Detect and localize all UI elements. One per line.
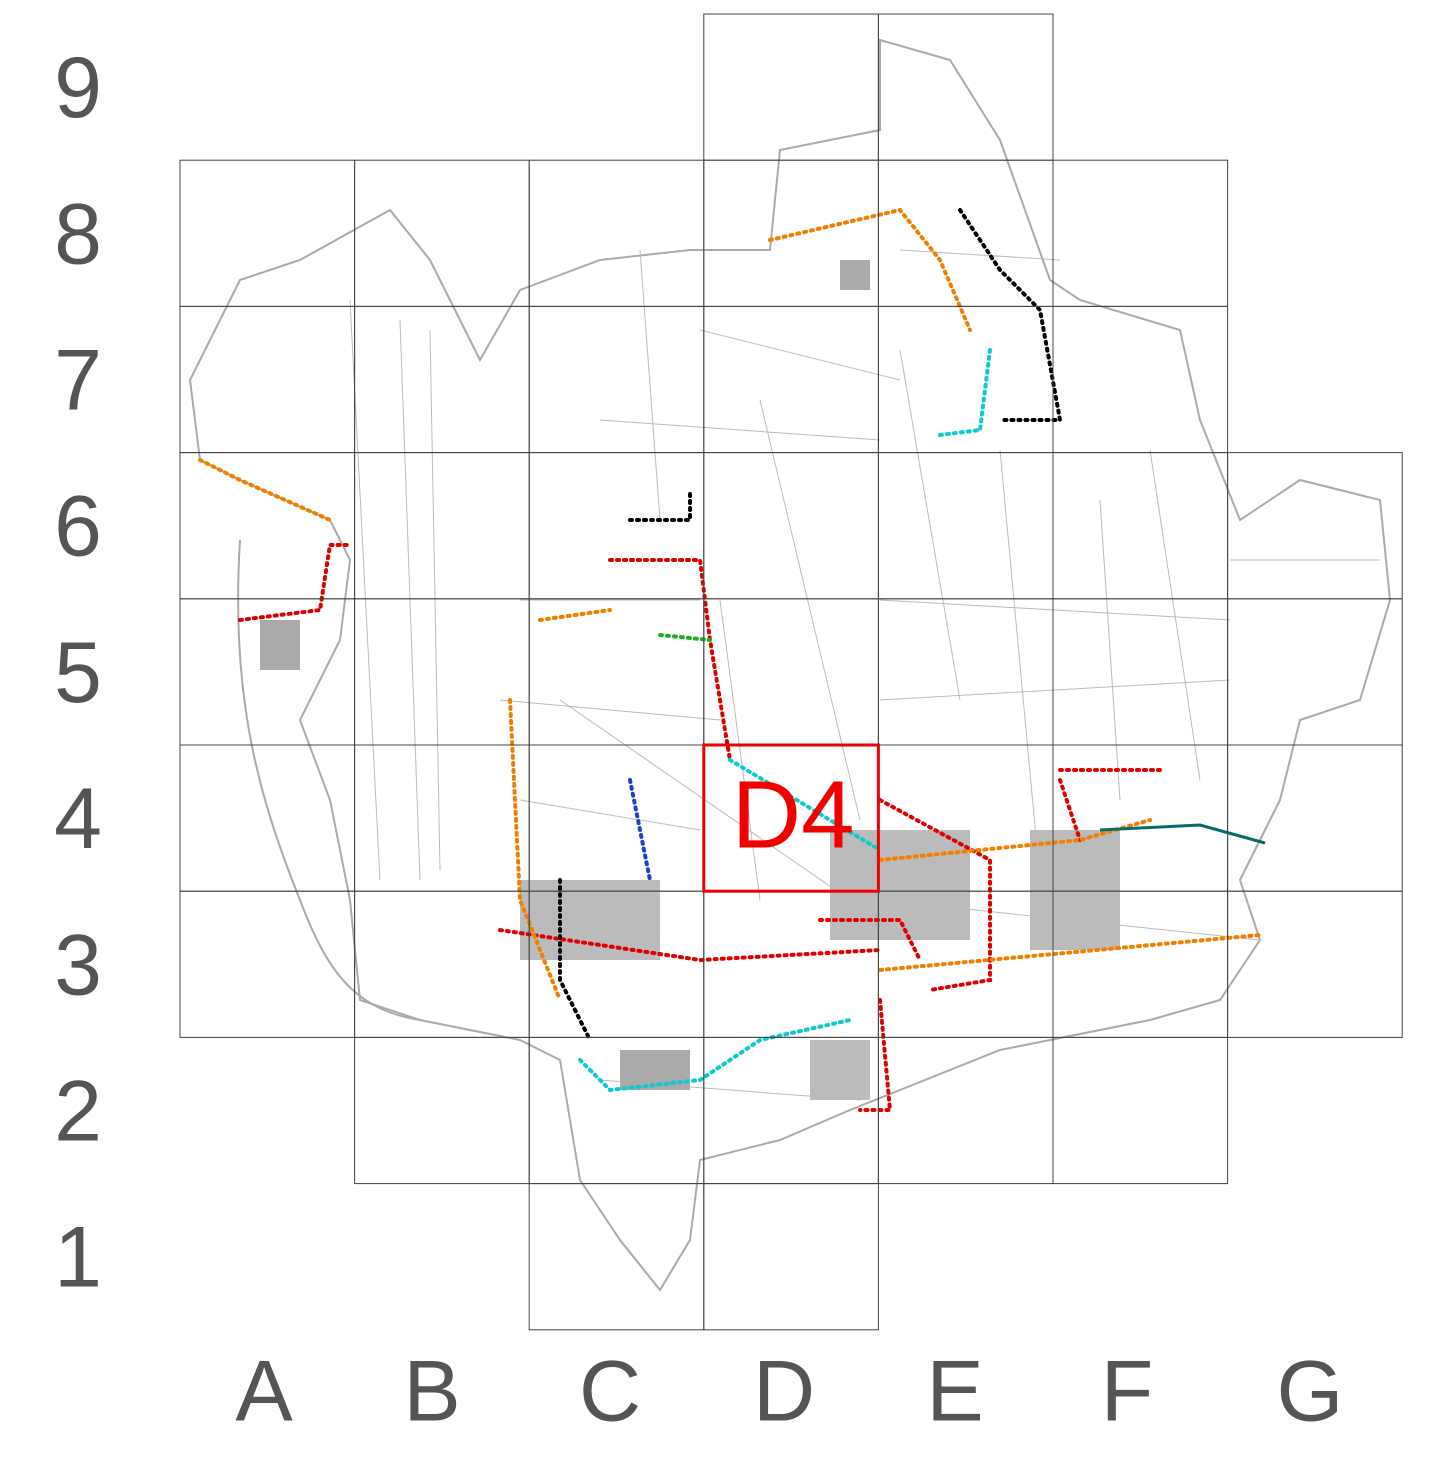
sheet-cell [354, 452, 530, 600]
sheet-cell [354, 744, 530, 892]
sheet-cell [179, 890, 356, 1038]
sheet-cell [1052, 159, 1229, 307]
column-label: A [235, 1344, 293, 1440]
column-label: G [1277, 1344, 1344, 1440]
sheet-cell [354, 305, 530, 454]
sheet-cell [703, 305, 879, 454]
sheet-cell [354, 598, 530, 746]
column-label: E [926, 1344, 983, 1440]
basemap [188, 38, 1392, 1292]
sheet-cell [528, 744, 705, 892]
row-label: 2 [54, 1064, 102, 1160]
sheet-cell [1227, 598, 1403, 746]
row-label: 3 [54, 917, 102, 1013]
row-label: 8 [54, 186, 102, 282]
sheet-cell [179, 452, 356, 600]
sheet-cell [528, 305, 705, 454]
sheet-cell [1227, 744, 1403, 892]
sheet-cell [703, 1183, 879, 1331]
sheet-cell [1052, 305, 1229, 454]
row-label: 6 [54, 479, 102, 575]
sheet-cell [1052, 452, 1229, 600]
sheet-cell [877, 13, 1054, 161]
sheet-cell [354, 890, 530, 1038]
sheet-cell [528, 1183, 705, 1331]
row-label: 7 [54, 333, 102, 429]
highlight-cell [702, 743, 880, 893]
row-label: 9 [54, 40, 102, 136]
sheet-cell [877, 452, 1054, 600]
sheet-cell [179, 305, 356, 454]
column-label: B [403, 1344, 460, 1440]
sheet-cell [877, 159, 1054, 307]
highlight-label: D4 [732, 761, 855, 868]
sheet-cell [703, 13, 879, 161]
sheet-cell [1052, 1036, 1229, 1185]
sheet-cell [179, 744, 356, 892]
sheet-cell [877, 598, 1054, 746]
sheet-cell [1227, 890, 1403, 1038]
row-label: 5 [54, 625, 102, 721]
column-label: F [1101, 1344, 1154, 1440]
sheet-cell [528, 159, 705, 307]
sheet-cell [1227, 452, 1403, 600]
row-label: 4 [54, 771, 102, 867]
sheet-cell [528, 452, 705, 600]
column-label: C [579, 1344, 641, 1440]
row-label: 1 [54, 1210, 102, 1306]
sheet-cell [877, 1036, 1054, 1185]
sheet-cell [354, 1036, 530, 1185]
grid [179, 13, 1403, 1331]
sheet-cell [528, 598, 705, 746]
sheet-cell [179, 159, 356, 307]
sheet-cell [1052, 598, 1229, 746]
sheet-cell [703, 452, 879, 600]
column-label: D [753, 1344, 815, 1440]
